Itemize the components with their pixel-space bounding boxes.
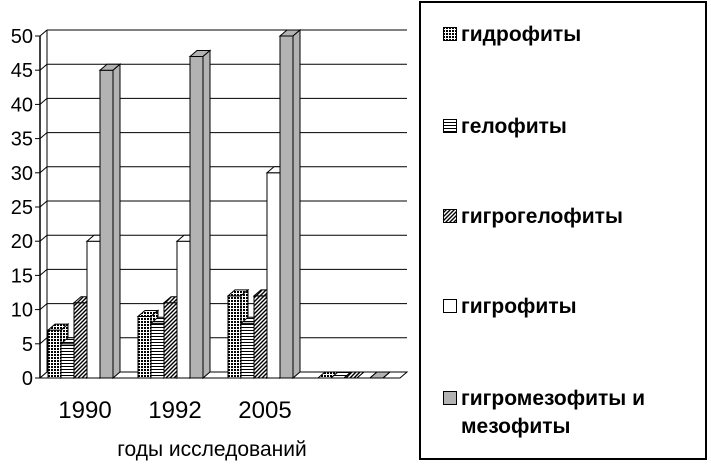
- gridline-depth: [39, 303, 48, 310]
- bar-side: [112, 63, 121, 380]
- bar: [279, 35, 294, 379]
- bar: [86, 240, 101, 379]
- legend-label: гигрогелофиты: [461, 205, 623, 228]
- y-tick-label: 45: [11, 60, 33, 82]
- gridline-depth: [39, 98, 48, 105]
- gridline-depth: [39, 200, 48, 208]
- bar-side: [202, 49, 211, 380]
- bar: [189, 56, 204, 379]
- legend-swatch: [443, 299, 457, 313]
- gridline-depth: [39, 234, 48, 242]
- bar: [253, 295, 268, 379]
- gridline-depth: [39, 63, 48, 71]
- legend-item: гидрофиты: [443, 21, 701, 49]
- legend-item: гигрогелофиты: [443, 203, 701, 231]
- y-tick-label: 35: [11, 129, 33, 151]
- gridline-depth: [39, 132, 48, 139]
- bar: [163, 302, 178, 379]
- y-tick-label: 20: [11, 231, 33, 253]
- bar: [227, 295, 242, 379]
- bar: [137, 315, 152, 379]
- legend-swatch: [443, 119, 457, 133]
- gridline-depth: [39, 337, 48, 345]
- legend-label: гелофиты: [461, 115, 567, 138]
- y-tick-label: 10: [11, 300, 33, 322]
- gridline-depth: [39, 269, 48, 276]
- legend-item: гелофиты: [443, 113, 701, 141]
- legend-label: гидрофиты: [461, 23, 582, 46]
- bar: [150, 322, 165, 379]
- legend-item: гигрофиты: [443, 293, 701, 321]
- bar: [266, 172, 281, 379]
- bar: [47, 329, 62, 379]
- legend-swatch: [443, 209, 457, 223]
- y-tick-label: 5: [22, 334, 33, 356]
- y-tick-label: 25: [11, 197, 33, 219]
- legend: гидрофиты гелофиты гигрогелофиты гигрофиты г…: [419, 1, 707, 460]
- x-tick-label: 1992: [148, 397, 201, 424]
- x-tick-label: 1990: [58, 397, 111, 424]
- gridline-depth: [39, 29, 48, 37]
- bar-side: [382, 371, 391, 379]
- y-tick-label: 30: [11, 163, 33, 185]
- bar: [99, 69, 114, 379]
- bar: [73, 302, 88, 379]
- y-tick-label: 50: [11, 26, 33, 48]
- legend-label: гигромезофиты и мезофиты: [461, 387, 645, 438]
- bar: [176, 240, 191, 379]
- legend-label: гигрофиты: [461, 295, 577, 318]
- gridline-depth: [39, 166, 48, 174]
- x-axis-title: годы исследований: [117, 438, 306, 461]
- x-tick-label: 2005: [238, 397, 291, 424]
- bar: [240, 322, 255, 379]
- y-tick-label: 0: [22, 368, 33, 390]
- y-tick-label: 15: [11, 265, 33, 287]
- legend-swatch: [443, 391, 457, 405]
- y-tick-label: 40: [11, 94, 33, 116]
- bar-side: [292, 28, 301, 380]
- bar: [60, 343, 75, 379]
- legend-swatch: [443, 27, 457, 41]
- legend-item: гигромезофиты и мезофиты: [443, 385, 701, 441]
